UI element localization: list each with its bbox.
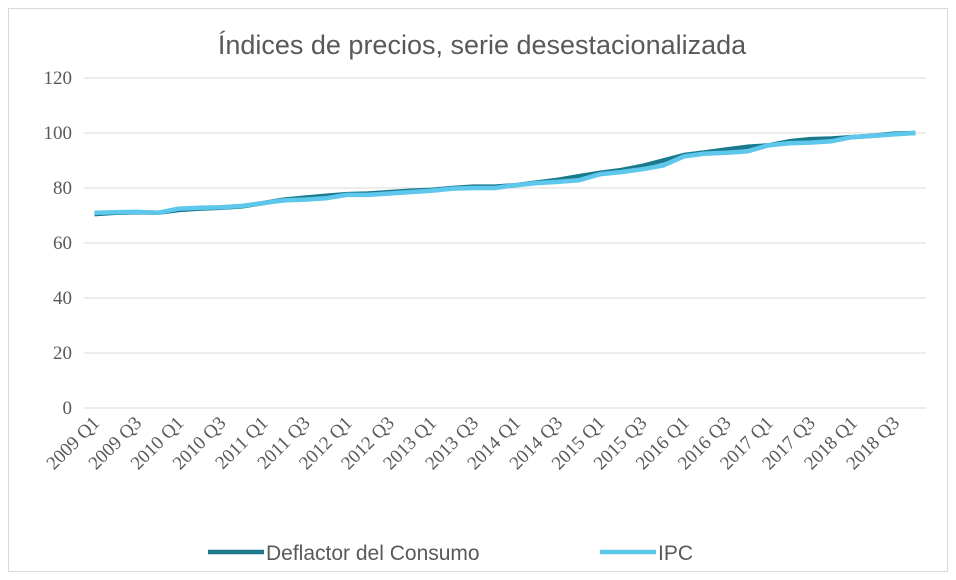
- y-tick-label: 20: [53, 343, 72, 364]
- y-tick-label: 120: [44, 68, 73, 89]
- legend-label: IPC: [658, 542, 693, 565]
- y-tick-label: 0: [63, 398, 73, 419]
- legend-label: Deflactor del Consumo: [266, 542, 480, 565]
- chart-title: Índices de precios, serie desestacionali…: [218, 30, 747, 60]
- y-tick-label: 80: [53, 178, 72, 199]
- series-line: [94, 130, 916, 216]
- y-tick-label: 40: [53, 288, 72, 309]
- chart-frame: [8, 8, 948, 572]
- y-tick-label: 100: [44, 123, 73, 144]
- y-tick-label: 60: [53, 233, 72, 254]
